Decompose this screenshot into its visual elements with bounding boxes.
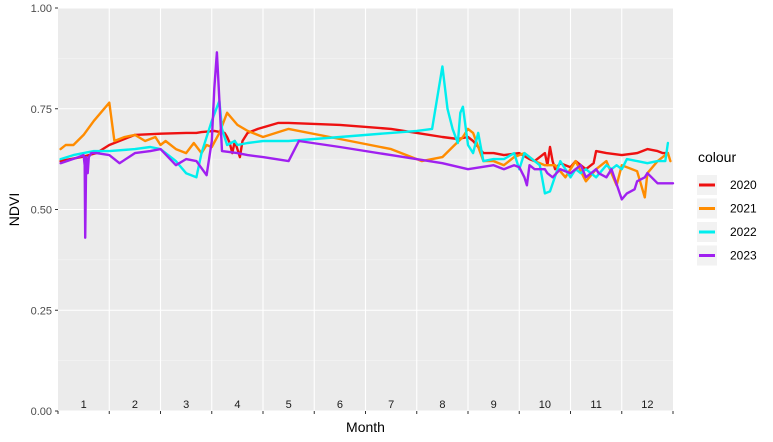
- legend-label-2023: 2023: [730, 249, 757, 263]
- major-grid: [58, 7, 673, 412]
- month-label: 6: [337, 399, 343, 411]
- series-line-2023: [59, 51, 675, 239]
- month-labels: 1 2 3 4 5 6 7 8 9 10 11 12: [81, 399, 654, 411]
- y-tick-label: 0.50: [31, 205, 52, 217]
- month-label: 12: [641, 399, 653, 411]
- legend-label-2021: 2021: [730, 202, 757, 216]
- legend-label-2022: 2022: [730, 225, 757, 239]
- month-label: 11: [590, 399, 601, 411]
- y-tick-label: 0.75: [31, 104, 52, 116]
- y-tick-label: 0.25: [31, 305, 52, 317]
- y-tick-label: 0.00: [31, 406, 52, 418]
- month-label: 1: [81, 399, 87, 411]
- month-label: 4: [234, 399, 240, 411]
- month-label: 10: [539, 399, 551, 411]
- month-label: 5: [286, 399, 292, 411]
- month-label: 8: [439, 399, 445, 411]
- series-lines: [59, 51, 675, 239]
- legend: colour 2020 2021 2022 2023: [697, 149, 757, 266]
- y-axis-label: NDVI: [6, 193, 22, 226]
- x-axis-ticks: [57, 411, 674, 414]
- legend-title: colour: [698, 149, 736, 165]
- y-axis: 0.00 0.25 0.50 0.75 1.00: [31, 3, 58, 418]
- month-label: 3: [183, 399, 189, 411]
- x-axis-label: Month: [346, 419, 385, 435]
- month-label: 9: [491, 399, 497, 411]
- y-tick-label: 1.00: [31, 3, 52, 15]
- month-label: 2: [132, 399, 138, 411]
- series-line-2022: [59, 65, 670, 195]
- month-label: 7: [388, 399, 394, 411]
- legend-label-2020: 2020: [730, 178, 757, 192]
